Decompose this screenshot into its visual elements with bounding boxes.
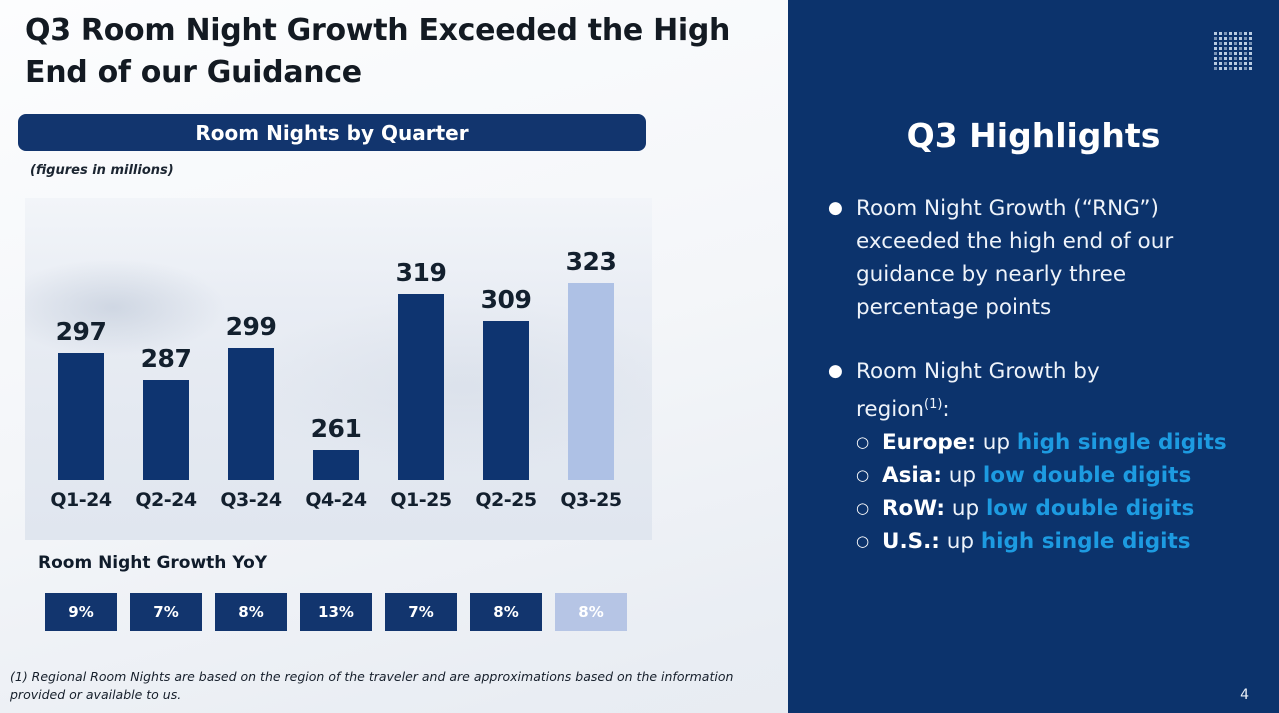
open-circle-bullet-icon: ○ bbox=[856, 433, 870, 452]
bar-q3-25 bbox=[568, 283, 614, 480]
bullet-rng-by-region: ● Room Night Growth by region(1): bbox=[828, 355, 1243, 426]
bullet-text: Room Night Growth (“RNG”) exceeded the h… bbox=[856, 196, 1174, 320]
bar-column: 323 bbox=[560, 247, 622, 480]
bar-labels-row: Q1-24 Q2-24 Q3-24 Q4-24 Q1-25 Q2-25 Q3-25 bbox=[50, 489, 622, 511]
bar-value-label: 287 bbox=[140, 344, 192, 373]
bullet-dot-icon: ● bbox=[828, 361, 843, 381]
region-mid-text: up bbox=[944, 496, 986, 522]
bullet-dot-icon: ● bbox=[828, 198, 843, 218]
region-growth-value: high single digits bbox=[980, 529, 1191, 555]
bullet2-line2: region(1): bbox=[856, 388, 1208, 426]
region-bullet: ○ Asia: up low double digits bbox=[856, 459, 1243, 492]
yoy-growth-row: 9% 7% 8% 13% 7% 8% 8% bbox=[45, 593, 627, 631]
chart-title-text: Room Nights by Quarter bbox=[195, 120, 469, 145]
bar-value-label: 319 bbox=[395, 258, 447, 287]
bar-column: 309 bbox=[475, 285, 537, 480]
bullet-rng-guidance: ● Room Night Growth (“RNG”) exceeded the… bbox=[828, 192, 1243, 324]
highlights-bullets: ● Room Night Growth (“RNG”) exceeded the… bbox=[828, 192, 1243, 558]
chart-title-banner: Room Nights by Quarter bbox=[18, 114, 646, 151]
bar-q2-24 bbox=[143, 380, 189, 480]
bar-column: 299 bbox=[220, 312, 282, 480]
open-circle-bullet-icon: ○ bbox=[856, 532, 870, 551]
page-number: 4 bbox=[1240, 687, 1249, 703]
bars-wrap: 297 287 299 261 319 309 323 Q1-24 Q2-24 Q3-24 Q4-… bbox=[50, 198, 622, 511]
region-name: Europe: bbox=[882, 430, 976, 456]
bar-category-label: Q4-24 bbox=[305, 489, 367, 511]
yoy-growth-title: Room Night Growth YoY bbox=[38, 553, 268, 573]
bars-row: 297 287 299 261 319 309 323 bbox=[50, 198, 622, 480]
bar-q1-24 bbox=[58, 353, 104, 480]
bar-q4-24 bbox=[313, 450, 359, 480]
bar-value-label: 261 bbox=[310, 414, 362, 443]
bar-value-label: 297 bbox=[55, 317, 107, 346]
bar-value-label: 323 bbox=[565, 247, 617, 276]
open-circle-bullet-icon: ○ bbox=[856, 499, 870, 518]
highlights-panel: Q3 Highlights ● Room Night Growth (“RNG”… bbox=[788, 0, 1279, 713]
region-growth-text: RoW: up low double digits bbox=[882, 492, 1194, 525]
open-circle-bullet-icon: ○ bbox=[856, 466, 870, 485]
region-name: U.S.: bbox=[882, 529, 940, 555]
highlights-title: Q3 Highlights bbox=[906, 116, 1161, 155]
bar-column: 297 bbox=[50, 317, 112, 480]
bar-q2-25 bbox=[483, 321, 529, 480]
bar-category-label: Q2-25 bbox=[475, 489, 537, 511]
region-growth-value: low double digits bbox=[982, 463, 1192, 489]
bar-category-label: Q3-24 bbox=[220, 489, 282, 511]
footnote: (1) Regional Room Nights are based on th… bbox=[10, 669, 734, 702]
bar-category-label: Q2-24 bbox=[135, 489, 197, 511]
region-mid-text: up bbox=[941, 463, 983, 489]
region-bullet: ○ U.S.: up high single digits bbox=[856, 525, 1243, 558]
bar-column: 261 bbox=[305, 414, 367, 480]
region-name: Asia: bbox=[882, 463, 942, 489]
region-mid-text: up bbox=[939, 529, 981, 555]
bar-category-label: Q3-25 bbox=[560, 489, 622, 511]
bar-value-label: 309 bbox=[480, 285, 532, 314]
units-note: (figures in millions) bbox=[30, 163, 174, 178]
yoy-growth-box: 9% bbox=[45, 593, 117, 631]
region-growth-text: U.S.: up high single digits bbox=[882, 525, 1191, 558]
region-growth-list: ○ Europe: up high single digits ○ Asia: up … bbox=[856, 426, 1243, 558]
region-bullet: ○ Europe: up high single digits bbox=[856, 426, 1243, 459]
bar-category-label: Q1-25 bbox=[390, 489, 452, 511]
bar-column: 319 bbox=[390, 258, 452, 480]
yoy-growth-box: 7% bbox=[385, 593, 457, 631]
bar-value-label: 299 bbox=[225, 312, 277, 341]
yoy-growth-box: 7% bbox=[130, 593, 202, 631]
yoy-growth-box: 8% bbox=[470, 593, 542, 631]
region-growth-text: Asia: up low double digits bbox=[882, 459, 1191, 492]
region-mid-text: up bbox=[975, 430, 1017, 456]
dots-grid-icon bbox=[1214, 32, 1252, 70]
bar-q3-24 bbox=[228, 348, 274, 480]
slide-title: Q3 Room Night Growth Exceeded the High E… bbox=[25, 13, 731, 90]
region-growth-value: low double digits bbox=[985, 496, 1195, 522]
bar-column: 287 bbox=[135, 344, 197, 480]
yoy-growth-box: 8% bbox=[215, 593, 287, 631]
bar-chart: 297 287 299 261 319 309 323 Q1-24 Q2-24 Q3-24 Q4-… bbox=[25, 198, 652, 540]
footnote-reference-superscript: (1) bbox=[924, 397, 943, 412]
bullet2-line1: Room Night Growth by bbox=[856, 359, 1100, 384]
bullet2-word: region bbox=[856, 397, 924, 423]
yoy-growth-box: 8% bbox=[555, 593, 627, 631]
bullet-text: Room Night Growth by region(1): bbox=[856, 355, 1208, 426]
region-name: RoW: bbox=[882, 496, 945, 522]
region-growth-value: high single digits bbox=[1016, 430, 1227, 456]
region-bullet: ○ RoW: up low double digits bbox=[856, 492, 1243, 525]
bullet2-colon: : bbox=[942, 397, 950, 423]
bar-category-label: Q1-24 bbox=[50, 489, 112, 511]
bar-q1-25 bbox=[398, 294, 444, 480]
yoy-growth-box: 13% bbox=[300, 593, 372, 631]
region-growth-text: Europe: up high single digits bbox=[882, 426, 1227, 459]
